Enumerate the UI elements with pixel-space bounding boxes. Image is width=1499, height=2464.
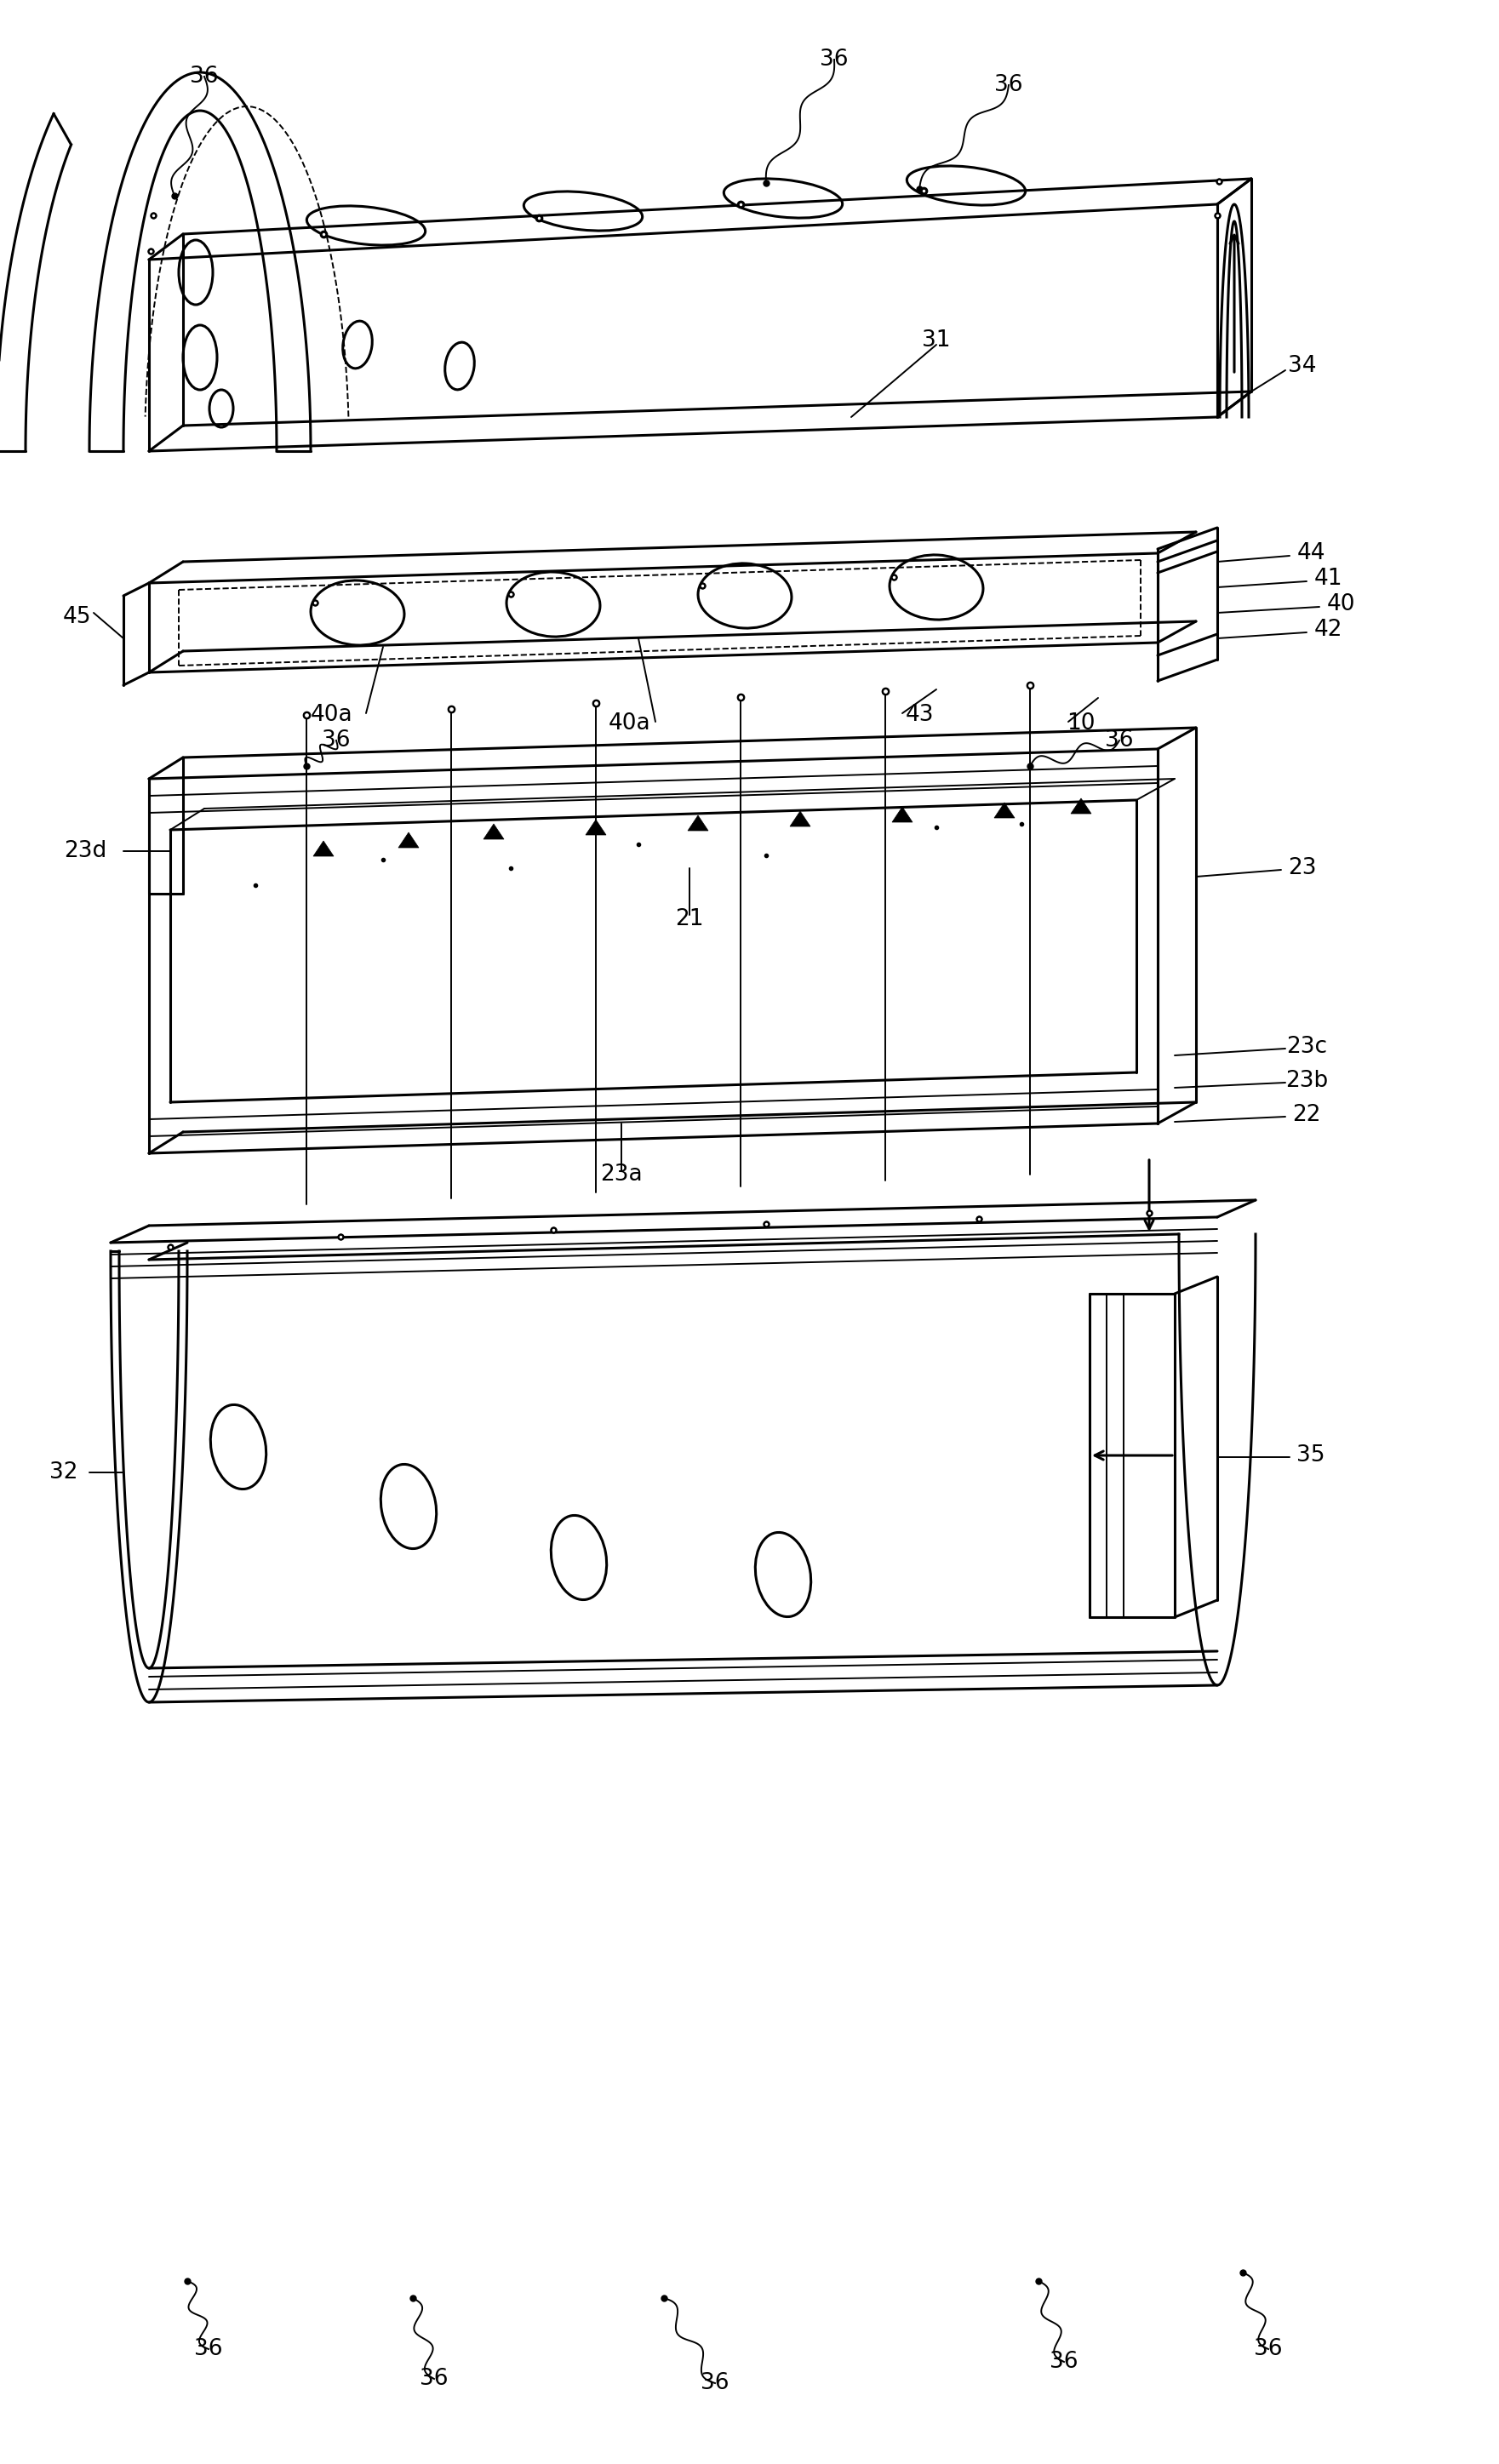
Polygon shape: [892, 806, 913, 823]
Text: 36: 36: [190, 67, 219, 89]
Polygon shape: [790, 811, 811, 825]
Polygon shape: [313, 840, 334, 855]
Text: 21: 21: [675, 909, 703, 931]
Text: 40a: 40a: [609, 712, 651, 734]
Text: 45: 45: [63, 606, 91, 628]
Text: 22: 22: [1292, 1104, 1321, 1126]
Text: 36: 36: [1049, 2351, 1078, 2373]
Text: 36: 36: [1105, 729, 1133, 752]
Text: 23: 23: [1288, 857, 1316, 880]
Text: 23c: 23c: [1286, 1035, 1327, 1057]
Text: 34: 34: [1288, 355, 1316, 377]
Text: 44: 44: [1297, 542, 1325, 564]
Text: 36: 36: [195, 2338, 223, 2361]
Text: 40: 40: [1327, 594, 1355, 616]
Text: 42: 42: [1313, 618, 1342, 641]
Text: 23d: 23d: [64, 840, 106, 862]
Polygon shape: [586, 821, 606, 835]
Text: 36: 36: [994, 74, 1022, 96]
Polygon shape: [994, 803, 1015, 818]
Polygon shape: [688, 816, 708, 830]
Text: 36: 36: [322, 729, 351, 752]
Text: 35: 35: [1297, 1444, 1325, 1466]
Text: 36: 36: [1255, 2338, 1283, 2361]
Polygon shape: [1070, 798, 1091, 813]
Text: 40a: 40a: [310, 705, 354, 727]
Text: 10: 10: [1067, 712, 1096, 734]
Polygon shape: [399, 833, 418, 848]
Text: 32: 32: [49, 1461, 78, 1483]
Text: 36: 36: [820, 49, 848, 71]
Text: 43: 43: [905, 705, 934, 727]
Polygon shape: [484, 823, 504, 840]
Text: 23b: 23b: [1285, 1069, 1328, 1092]
Text: 36: 36: [420, 2368, 448, 2390]
Text: 31: 31: [922, 330, 950, 352]
Text: 23a: 23a: [600, 1163, 643, 1185]
Text: 36: 36: [700, 2373, 730, 2395]
Text: 41: 41: [1313, 567, 1342, 589]
